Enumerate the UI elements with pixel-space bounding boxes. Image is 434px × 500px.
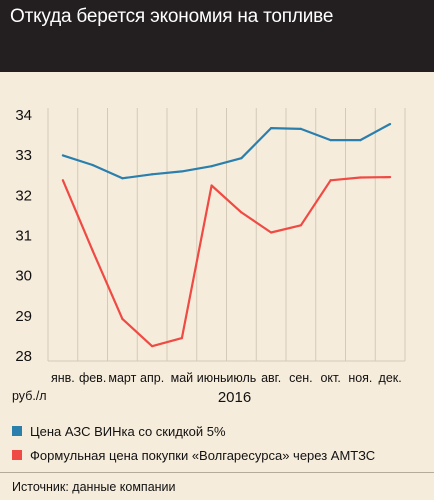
y-axis-unit-label: руб./л — [12, 389, 47, 403]
data-point-series-1 — [180, 170, 183, 173]
data-point-series-2 — [121, 317, 124, 320]
data-point-series-2 — [329, 179, 332, 182]
x-tick-label: июнь — [197, 371, 227, 385]
legend-label-series-2: Формульная цена покупки «Волгаресурса» ч… — [30, 447, 376, 463]
x-tick-label: авг. — [261, 371, 281, 385]
data-point-series-2 — [270, 231, 273, 234]
x-tick-label: фев. — [79, 371, 106, 385]
y-tick-label: 30 — [15, 268, 32, 285]
legend-item-series-1: Цена АЗС ВИНка со скидкой 5% — [12, 422, 226, 440]
x-tick-label: апр. — [140, 371, 164, 385]
legend-swatch-series-2 — [12, 450, 22, 460]
data-point-series-1 — [329, 139, 332, 142]
legend-label-series-1: Цена АЗС ВИНка со скидкой 5% — [30, 423, 226, 439]
y-tick-label: 29 — [15, 308, 32, 325]
data-point-series-2 — [91, 249, 94, 252]
data-point-series-2 — [240, 211, 243, 214]
data-point-series-1 — [91, 163, 94, 167]
data-point-series-1 — [240, 157, 243, 160]
x-tick-label: ноя. — [348, 371, 372, 385]
x-tick-label: янв. — [51, 371, 75, 385]
legend-item-series-2: Формульная цена покупки «Волгаресурса» ч… — [12, 446, 375, 464]
data-point-series-2 — [151, 345, 154, 348]
data-point-series-1 — [299, 127, 302, 130]
x-tick-label: май — [171, 371, 194, 385]
series-line-2 — [61, 176, 391, 348]
series-line-1 — [62, 123, 391, 180]
data-point-series-1 — [61, 154, 64, 157]
data-point-series-2 — [61, 179, 64, 182]
y-tick-label: 31 — [15, 228, 32, 245]
data-point-series-2 — [389, 175, 392, 179]
x-tick-label: июль — [226, 371, 256, 385]
y-tick-label: 28 — [15, 348, 32, 365]
data-point-series-1 — [121, 177, 124, 180]
data-point-series-1 — [389, 122, 392, 126]
data-point-series-2 — [299, 224, 302, 227]
line-chart: 28 29 30 31 32 33 34 янв. фев. март апр. май июнь июл… — [12, 107, 406, 406]
legend-swatch-series-1 — [12, 426, 22, 436]
y-tick-label: 32 — [15, 187, 32, 204]
x-tick-label: сен. — [289, 371, 313, 385]
data-point-series-1 — [210, 165, 213, 168]
x-axis-year-label: 2016 — [218, 389, 251, 406]
x-tick-label: окт. — [320, 371, 340, 385]
data-point-series-1 — [270, 126, 273, 130]
source-divider — [0, 472, 434, 473]
data-point-series-2 — [180, 337, 183, 340]
data-point-series-1 — [151, 173, 154, 176]
x-tick-label: март — [108, 371, 136, 385]
x-tick-label: дек. — [379, 371, 402, 385]
data-point-series-2 — [210, 184, 213, 187]
title-bar: Откуда берется экономия на топливе — [0, 0, 434, 72]
y-tick-label: 34 — [15, 107, 32, 124]
data-point-series-2 — [359, 176, 362, 179]
chart-title: Откуда берется экономия на топливе — [10, 6, 334, 27]
source-note: Источник: данные компании — [12, 480, 176, 494]
data-point-series-1 — [359, 139, 362, 142]
y-tick-label: 33 — [15, 147, 32, 164]
